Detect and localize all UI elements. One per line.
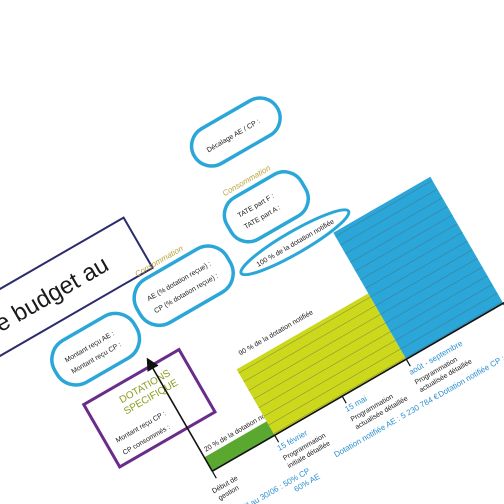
tick-feb — [274, 434, 280, 443]
tick-may — [341, 395, 347, 404]
diagram-group: e budget au Montant reçu AE : Montant re… — [0, 96, 504, 504]
dotations-box: DOTATIONS SPECIFIQUE Montant reçu CP : C… — [81, 347, 218, 469]
segment-100 — [333, 176, 504, 360]
x-axis — [211, 288, 504, 472]
y-axis — [146, 357, 213, 472]
tick-start — [211, 470, 217, 479]
milestone-start: Début de gestion — [211, 475, 240, 502]
tick-aug — [405, 358, 411, 367]
bubble-top-left: Décalage AE / CP : — [189, 96, 282, 168]
